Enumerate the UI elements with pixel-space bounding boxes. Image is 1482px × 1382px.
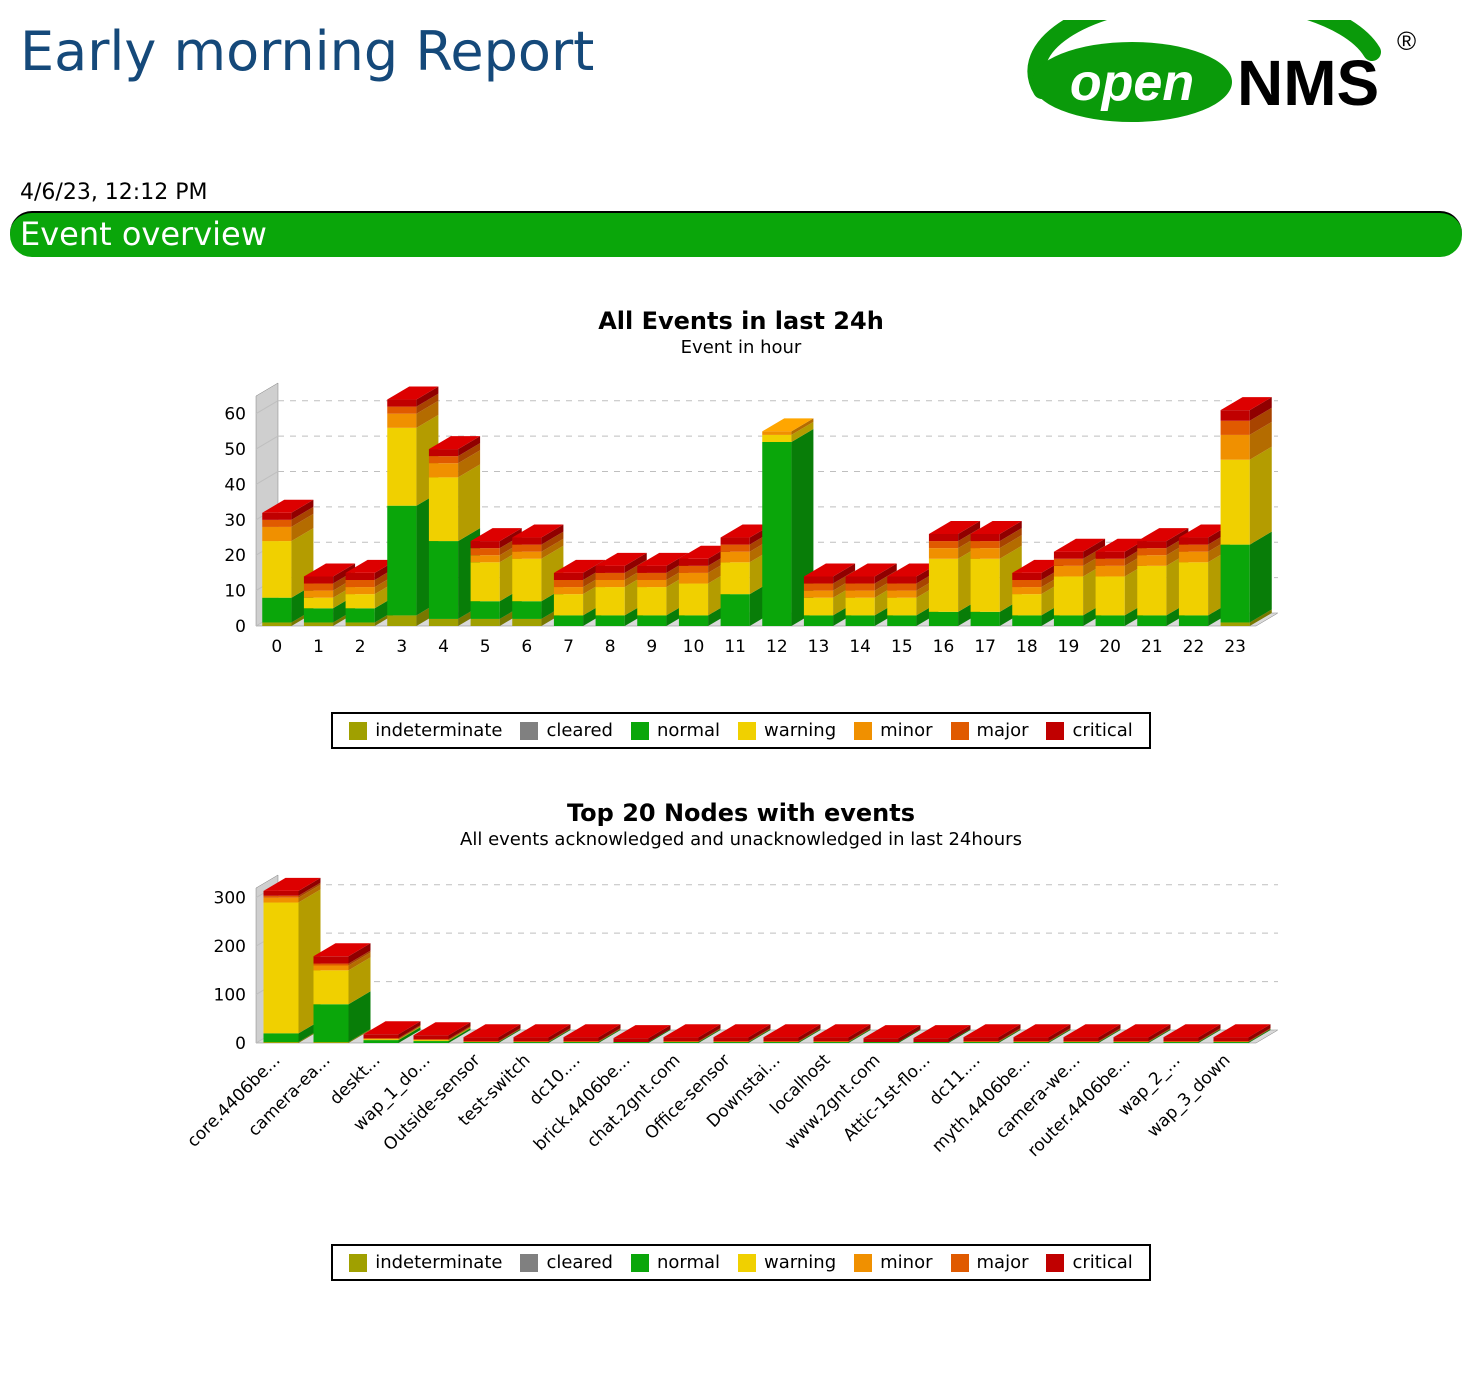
legend-item-normal: normal xyxy=(631,1252,720,1273)
legend-item-cleared: cleared xyxy=(520,720,613,741)
legend-label-normal: normal xyxy=(657,1252,720,1273)
logo-open-text: open xyxy=(1070,54,1194,112)
legend-label-indeterminate: indeterminate xyxy=(375,1252,502,1273)
report-title: Early morning Report xyxy=(20,20,594,83)
legend-item-major: major xyxy=(951,1252,1029,1273)
chart2-legend: indeterminate cleared normal warning minor ma… xyxy=(331,1244,1151,1281)
svg-text:100: 100 xyxy=(214,986,246,1006)
svg-text:16: 16 xyxy=(933,637,955,657)
svg-text:20: 20 xyxy=(224,546,246,566)
svg-text:11: 11 xyxy=(724,637,746,657)
legend-label-minor: minor xyxy=(880,1252,932,1273)
legend-item-minor: minor xyxy=(854,720,932,741)
logo-reg-mark: ® xyxy=(1397,26,1416,56)
svg-text:6: 6 xyxy=(521,637,532,657)
legend-item-indeterminate: indeterminate xyxy=(349,720,502,741)
svg-text:9: 9 xyxy=(646,637,657,657)
svg-text:20: 20 xyxy=(1099,637,1121,657)
legend-swatch-critical xyxy=(1046,1254,1064,1272)
legend-swatch-indeterminate xyxy=(349,722,367,740)
svg-text:18: 18 xyxy=(1016,637,1038,657)
svg-text:5: 5 xyxy=(480,637,491,657)
svg-text:13: 13 xyxy=(808,637,830,657)
legend-swatch-major xyxy=(951,1254,969,1272)
svg-text:Attic-1st-flo...: Attic-1st-flo... xyxy=(840,1050,935,1145)
svg-text:4: 4 xyxy=(438,637,449,657)
legend-item-cleared: cleared xyxy=(520,1252,613,1273)
chart2-title: Top 20 Nodes with events xyxy=(186,799,1296,827)
legend-label-normal: normal xyxy=(657,720,720,741)
report-timestamp: 4/6/23, 12:12 PM xyxy=(0,140,1482,211)
svg-text:2: 2 xyxy=(355,637,366,657)
legend-swatch-normal xyxy=(631,722,649,740)
legend-swatch-normal xyxy=(631,1254,649,1272)
svg-text:10: 10 xyxy=(683,637,705,657)
svg-text:50: 50 xyxy=(224,440,246,460)
chart-top20-nodes: Top 20 Nodes with events All events ackn… xyxy=(186,799,1296,1281)
legend-label-major: major xyxy=(977,1252,1029,1273)
legend-swatch-indeterminate xyxy=(349,1254,367,1272)
legend-label-critical: critical xyxy=(1072,720,1132,741)
legend-label-cleared: cleared xyxy=(546,720,613,741)
svg-text:1: 1 xyxy=(313,637,324,657)
svg-text:300: 300 xyxy=(214,889,246,909)
header-row: Early morning Report open NMS ® xyxy=(0,0,1482,140)
legend-swatch-warning xyxy=(738,722,756,740)
legend-label-warning: warning xyxy=(764,720,836,741)
svg-text:0: 0 xyxy=(235,1034,246,1054)
svg-text:30: 30 xyxy=(224,511,246,531)
legend-label-major: major xyxy=(977,720,1029,741)
legend-item-warning: warning xyxy=(738,720,836,741)
svg-text:0: 0 xyxy=(271,637,282,657)
svg-text:21: 21 xyxy=(1141,637,1163,657)
legend-swatch-warning xyxy=(738,1254,756,1272)
legend-label-warning: warning xyxy=(764,1252,836,1273)
svg-text:0: 0 xyxy=(235,617,246,637)
chart1-plot: 0102030405060012345678910111213141516171… xyxy=(186,376,1296,694)
legend-item-warning: warning xyxy=(738,1252,836,1273)
legend-item-normal: normal xyxy=(631,720,720,741)
legend-label-critical: critical xyxy=(1072,1252,1132,1273)
logo-svg: open NMS ® xyxy=(1002,20,1422,130)
legend-swatch-cleared xyxy=(520,722,538,740)
legend-swatch-major xyxy=(951,722,969,740)
legend-item-critical: critical xyxy=(1046,1252,1132,1273)
legend-swatch-minor xyxy=(854,1254,872,1272)
svg-text:8: 8 xyxy=(605,637,616,657)
legend-item-critical: critical xyxy=(1046,720,1132,741)
legend-item-minor: minor xyxy=(854,1252,932,1273)
legend-swatch-minor xyxy=(854,722,872,740)
svg-text:3: 3 xyxy=(396,637,407,657)
svg-text:17: 17 xyxy=(974,637,996,657)
report-page: Early morning Report open NMS ® 4/6/23, … xyxy=(0,0,1482,1381)
legend-item-major: major xyxy=(951,720,1029,741)
legend-swatch-cleared xyxy=(520,1254,538,1272)
svg-text:23: 23 xyxy=(1224,637,1246,657)
chart1-legend: indeterminate cleared normal warning minor ma… xyxy=(331,712,1151,749)
chart2-plot: 0100200300core.4406be...camera-ea...desk… xyxy=(186,868,1296,1226)
svg-text:12: 12 xyxy=(766,637,788,657)
legend-label-minor: minor xyxy=(880,720,932,741)
svg-text:60: 60 xyxy=(224,405,246,425)
legend-label-indeterminate: indeterminate xyxy=(375,720,502,741)
opennms-logo: open NMS ® xyxy=(1002,20,1422,130)
chart1-subtitle: Event in hour xyxy=(186,337,1296,358)
chart2-subtitle: All events acknowledged and unacknowledg… xyxy=(186,829,1296,850)
svg-text:10: 10 xyxy=(224,582,246,602)
svg-text:7: 7 xyxy=(563,637,574,657)
svg-text:200: 200 xyxy=(214,937,246,957)
svg-text:15: 15 xyxy=(891,637,913,657)
logo-nms-text: NMS xyxy=(1237,47,1379,119)
svg-text:40: 40 xyxy=(224,475,246,495)
legend-swatch-critical xyxy=(1046,722,1064,740)
legend-item-indeterminate: indeterminate xyxy=(349,1252,502,1273)
chart-events-24h: All Events in last 24h Event in hour 010… xyxy=(186,307,1296,749)
section-header: Event overview xyxy=(10,211,1462,257)
chart1-title: All Events in last 24h xyxy=(186,307,1296,335)
svg-text:22: 22 xyxy=(1183,637,1205,657)
legend-label-cleared: cleared xyxy=(546,1252,613,1273)
svg-text:19: 19 xyxy=(1058,637,1080,657)
svg-text:14: 14 xyxy=(849,637,871,657)
